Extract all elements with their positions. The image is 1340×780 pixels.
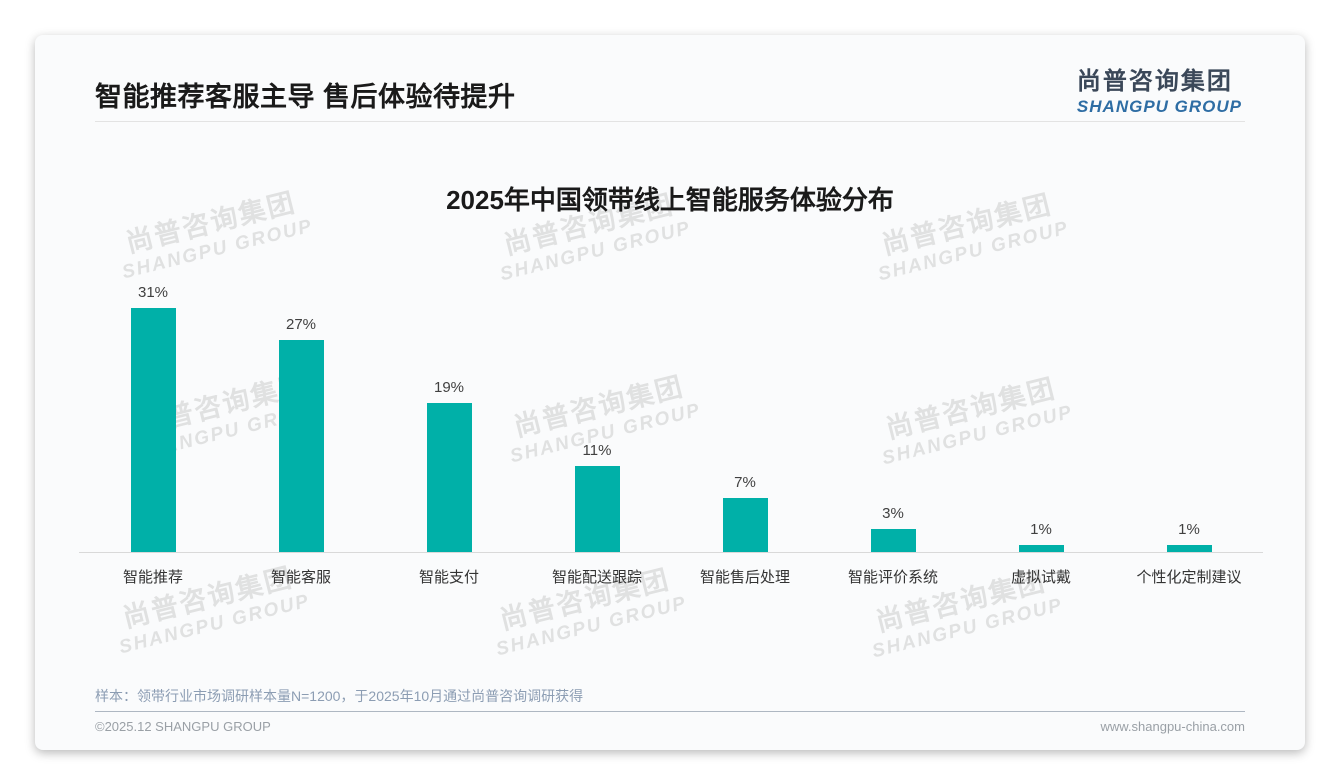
bar — [130, 308, 176, 553]
category-label: 智能客服 — [270, 569, 331, 586]
bar-value-label: 1% — [1030, 521, 1052, 538]
bar — [426, 403, 472, 553]
bar-value-label: 31% — [137, 284, 169, 301]
x-axis-line — [79, 552, 1263, 553]
logo-en-text: SHANGPU GROUP — [1076, 97, 1242, 116]
bar-value-label: 19% — [433, 379, 465, 396]
category-label: 智能推荐 — [122, 569, 183, 586]
bar-group: 19% 智能支付 — [375, 275, 523, 586]
page-title: 智能推荐客服主导 售后体验待提升 — [95, 82, 516, 112]
bar-series: 31% 智能推荐 27% 智能客服 19% 智能支付 11% 智能配送跟踪 7% 智能售后处理 3%… — [79, 275, 1263, 586]
bar — [1018, 545, 1064, 553]
bar-group: 31% 智能推荐 — [79, 275, 227, 586]
copyright-text: ©2025.12 SHANGPU GROUP — [95, 719, 271, 734]
category-label: 虚拟试戴 — [1010, 569, 1071, 586]
category-label: 个性化定制建议 — [1136, 569, 1242, 586]
bar — [870, 529, 916, 553]
bar-group: 7% 智能售后处理 — [671, 275, 819, 586]
bar-group: 1% 虚拟试戴 — [967, 275, 1115, 586]
bar — [722, 498, 768, 553]
watermark-en-text: SHANGPU GROUP — [869, 594, 1066, 663]
bar-value-label: 7% — [734, 474, 756, 491]
bar-group: 1% 个性化定制建议 — [1115, 275, 1263, 586]
chart-title: 2025年中国领带线上智能服务体验分布 — [446, 185, 894, 215]
watermark-en-text: SHANGPU GROUP — [493, 592, 690, 661]
category-label: 智能配送跟踪 — [551, 569, 642, 586]
header-divider — [95, 121, 1245, 122]
bar-value-label: 3% — [882, 505, 904, 522]
bar-group: 27% 智能客服 — [227, 275, 375, 586]
sample-note: 样本：领带行业市场调研样本量N=1200，于2025年10月通过尚普咨询调研获得 — [95, 688, 584, 704]
bar-value-label: 27% — [285, 316, 317, 333]
logo-cn-text: 尚普咨询集团 — [1076, 68, 1233, 95]
website-text: www.shangpu-china.com — [1100, 719, 1245, 734]
bar-group: 11% 智能配送跟踪 — [523, 275, 671, 586]
category-label: 智能支付 — [418, 569, 479, 586]
bar — [574, 466, 620, 553]
footer-divider — [95, 711, 1245, 712]
footer-bar: ©2025.12 SHANGPU GROUP www.shangpu-china… — [95, 719, 1245, 734]
category-label: 智能售后处理 — [699, 569, 790, 586]
bar-value-label: 11% — [582, 442, 612, 459]
watermark-en-text: SHANGPU GROUP — [116, 590, 313, 659]
watermark-en-text: SHANGPU GROUP — [119, 215, 316, 284]
bar — [1166, 545, 1212, 553]
bar-chart: 31% 智能推荐 27% 智能客服 19% 智能支付 11% 智能配送跟踪 7% 智能售后处理 3%… — [79, 275, 1263, 586]
bar-value-label: 1% — [1178, 521, 1200, 538]
bar — [278, 340, 324, 553]
bar-group: 3% 智能评价系统 — [819, 275, 967, 586]
category-label: 智能评价系统 — [847, 569, 938, 586]
slide-card: 尚普咨询集团 SHANGPU GROUP 尚普咨询集团 SHANGPU GROUP 尚普… — [35, 35, 1305, 750]
logo: 尚普咨询集团 SHANGPU GROUP — [1077, 61, 1242, 117]
